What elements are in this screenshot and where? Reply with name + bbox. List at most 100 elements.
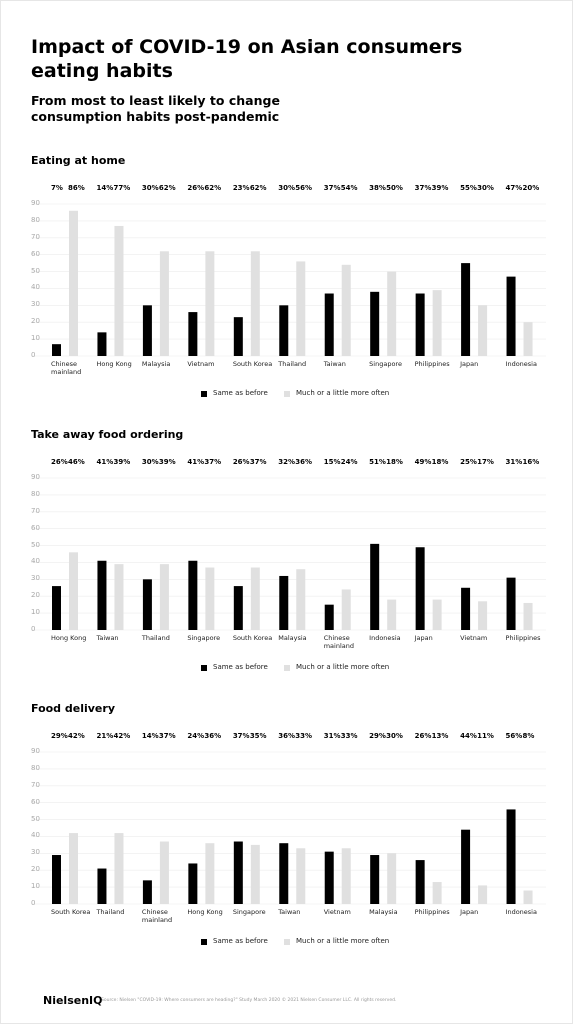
x-tick-label: Chinese mainland <box>51 360 82 376</box>
x-tick-label: Thailand <box>278 360 307 368</box>
value-label: 47% <box>505 184 523 192</box>
y-tick-label: 30 <box>31 574 40 583</box>
x-tick-label: Japan <box>460 360 479 368</box>
value-label: 62% <box>249 184 267 192</box>
x-tick-label: Indonesia <box>369 634 401 642</box>
legend-swatch <box>201 391 207 397</box>
value-label: 17% <box>477 458 494 466</box>
value-label: 21% <box>96 732 114 740</box>
x-tick-label: South Korea <box>51 908 91 916</box>
bar <box>506 809 516 904</box>
x-tick-label: Philippines <box>414 360 450 368</box>
x-tick-label: South Korea <box>232 634 273 642</box>
y-tick-label: 10 <box>31 608 40 617</box>
bar <box>506 577 516 630</box>
y-tick-label: 40 <box>31 557 40 566</box>
bar <box>233 841 243 904</box>
bar <box>432 882 442 904</box>
y-tick-label: 90 <box>31 473 40 481</box>
value-label: 25% <box>460 458 477 466</box>
legend-swatch <box>284 665 290 671</box>
bar <box>324 293 334 356</box>
bar <box>205 251 215 356</box>
bar <box>461 263 471 356</box>
page-subtitle: From most to least likely to change cons… <box>31 93 280 124</box>
bar <box>52 344 61 356</box>
x-tick-label: Philippines <box>414 908 450 916</box>
bar <box>387 271 397 356</box>
x-tick-label: Singapore <box>369 360 402 368</box>
bar <box>250 251 260 356</box>
bar <box>114 833 124 904</box>
bar <box>159 564 169 630</box>
x-tick-label: Thailand <box>141 634 170 642</box>
bar <box>97 868 107 904</box>
bar <box>432 290 442 356</box>
x-tick-label: Indonesia <box>505 908 537 916</box>
y-tick-label: 60 <box>31 797 40 806</box>
x-tick-label: Japan <box>460 908 479 916</box>
bar <box>478 601 488 630</box>
bar <box>114 564 124 630</box>
bar <box>415 860 425 904</box>
value-label: 30% <box>477 184 494 192</box>
value-label: 14% <box>141 732 159 740</box>
value-label: 24% <box>340 458 358 466</box>
bar <box>370 291 380 356</box>
chart-title: Take away food ordering <box>31 428 184 441</box>
y-tick-label: 10 <box>31 882 40 891</box>
value-label: 18% <box>386 458 403 466</box>
value-label: 24% <box>187 732 205 740</box>
legend-label: Much or a little more often <box>296 389 390 397</box>
y-tick-label: 70 <box>31 506 40 515</box>
bar <box>387 599 397 630</box>
x-tick-label: Philippines <box>505 634 541 642</box>
bar <box>279 305 289 356</box>
chart-title: Eating at home <box>31 154 126 167</box>
bar <box>250 567 260 630</box>
bar <box>188 312 198 356</box>
bar <box>370 855 380 904</box>
y-tick-label: 0 <box>31 351 36 359</box>
x-tick-label: Japan <box>414 634 433 642</box>
legend-swatch <box>284 939 290 945</box>
x-tick-label: Malaysia <box>278 634 307 642</box>
y-tick-label: 60 <box>31 523 40 532</box>
bar <box>250 844 260 904</box>
x-tick-label: Chinese mainland <box>141 908 173 924</box>
bar <box>205 567 215 630</box>
bar <box>205 843 215 904</box>
value-label: 39% <box>431 184 449 192</box>
legend-label: Same as before <box>213 663 268 671</box>
x-tick-label: Vietnam <box>187 360 215 368</box>
value-label: 42% <box>68 732 85 740</box>
bar <box>188 863 198 904</box>
value-label: 15% <box>323 458 341 466</box>
legend-label: Much or a little more often <box>296 937 390 945</box>
value-label: 30% <box>141 184 159 192</box>
bar <box>233 317 243 356</box>
value-label: 37% <box>323 184 341 192</box>
bar <box>142 880 152 904</box>
value-label: 38% <box>369 184 386 192</box>
value-label: 26% <box>232 458 250 466</box>
y-tick-label: 50 <box>31 814 40 823</box>
x-tick-label: South Korea <box>232 360 273 368</box>
bar <box>387 853 397 904</box>
bar <box>114 225 124 356</box>
value-label: 36% <box>278 732 296 740</box>
legend-swatch <box>284 391 290 397</box>
bar <box>415 293 425 356</box>
bar <box>279 843 289 904</box>
bar <box>296 848 306 904</box>
y-tick-label: 30 <box>31 848 40 857</box>
value-label: 36% <box>295 458 313 466</box>
x-tick-label: Singapore <box>232 908 266 916</box>
value-label: 35% <box>249 732 267 740</box>
legend-label: Same as before <box>213 389 268 397</box>
bar <box>159 841 169 904</box>
y-tick-label: 40 <box>31 283 40 292</box>
value-label: 62% <box>158 184 176 192</box>
legend-swatch <box>201 939 207 945</box>
